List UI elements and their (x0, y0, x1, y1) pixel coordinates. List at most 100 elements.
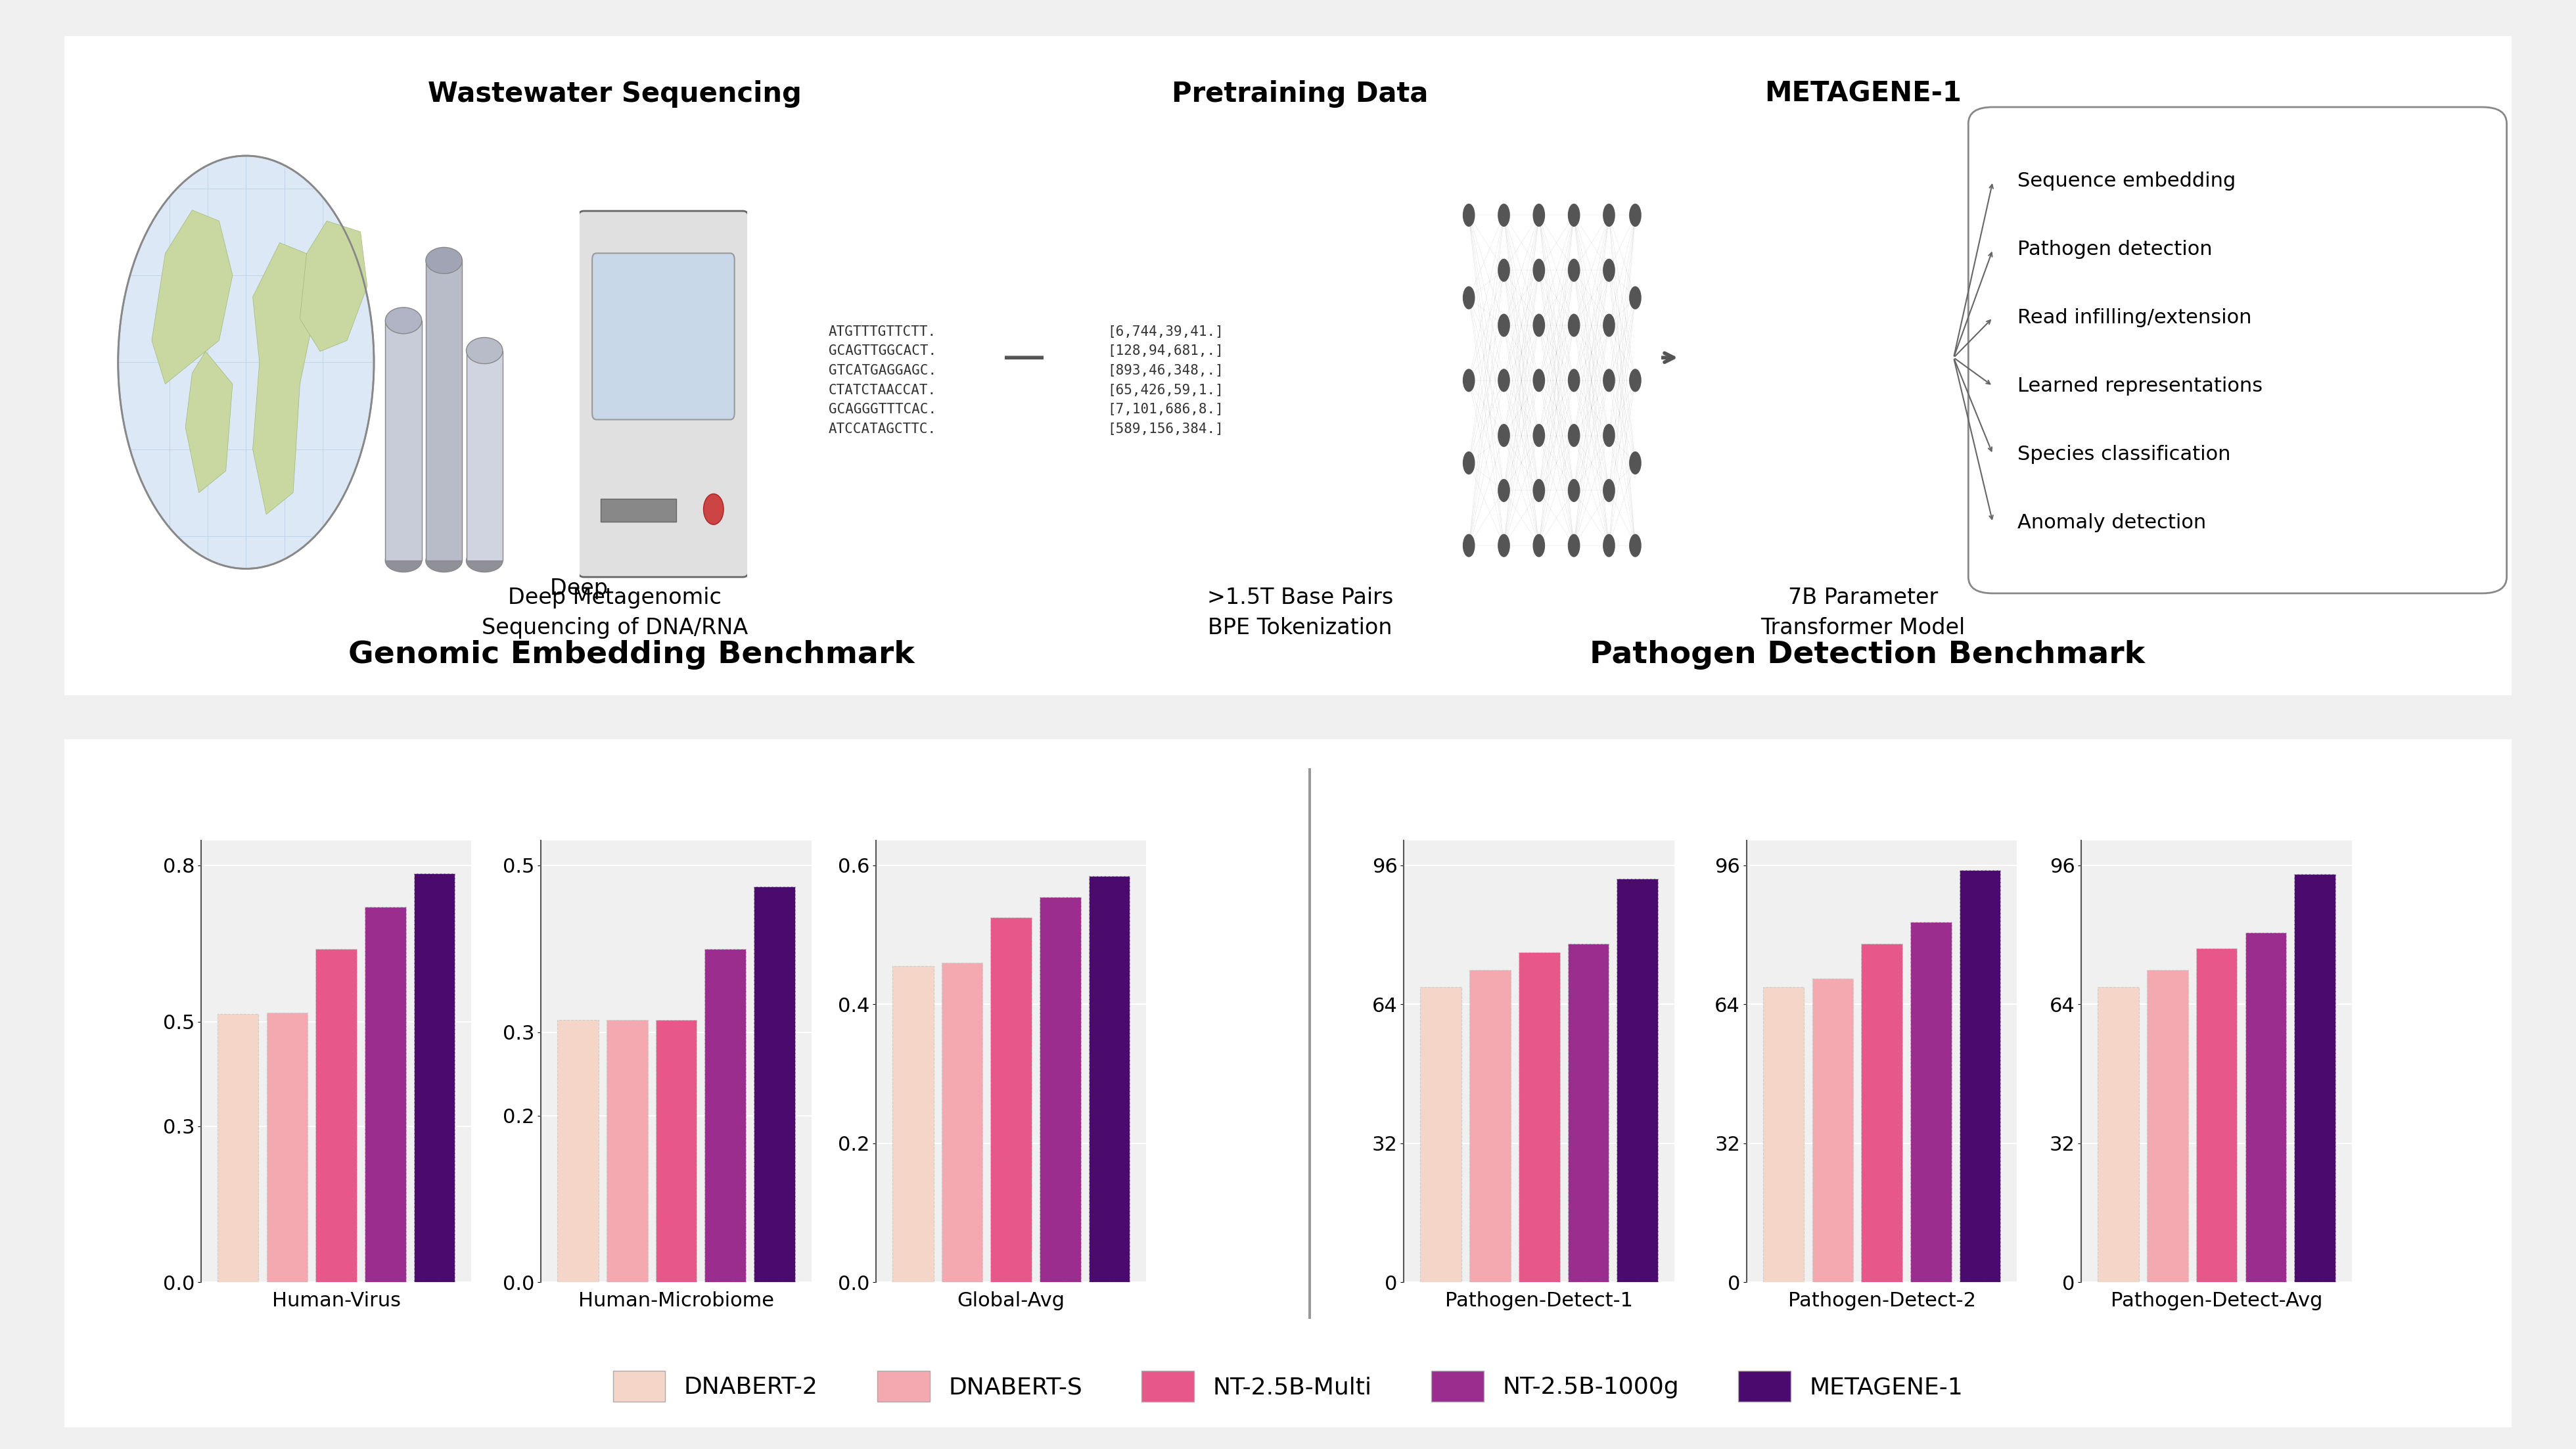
Bar (556, 1020, 598, 1282)
Text: Read infilling/extension: Read infilling/extension (2017, 309, 2251, 327)
Ellipse shape (425, 549, 461, 572)
Circle shape (1497, 259, 1510, 281)
Bar (891, 966, 933, 1282)
Circle shape (1602, 425, 1615, 446)
Bar (415, 874, 456, 1282)
Text: >1.5T Base Pairs
BPE Tokenization: >1.5T Base Pairs BPE Tokenization (1208, 587, 1394, 639)
Circle shape (1497, 314, 1510, 336)
Circle shape (1602, 204, 1615, 226)
Ellipse shape (466, 338, 502, 364)
Circle shape (1497, 425, 1510, 446)
Circle shape (1463, 452, 1476, 474)
Text: [6,744,39,41.]
[128,94,681,.]
[893,46,348,.]
[65,426,59,1.]
[7,101,686,8.]
[589,: [6,744,39,41.] [128,94,681,.] [893,46,34… (1108, 325, 1224, 436)
Circle shape (1569, 204, 1579, 226)
Bar (1960, 869, 2002, 1282)
Bar (1811, 978, 1852, 1282)
Text: Deep Metagenomic
Sequencing of DNA/RNA: Deep Metagenomic Sequencing of DNA/RNA (482, 587, 747, 639)
Bar (1618, 878, 1659, 1282)
Circle shape (1533, 535, 1546, 556)
Bar (386, 320, 422, 561)
Ellipse shape (386, 549, 422, 572)
Circle shape (1497, 369, 1510, 391)
Circle shape (1569, 259, 1579, 281)
Text: Genomic Embedding Benchmark: Genomic Embedding Benchmark (348, 640, 914, 669)
Bar (2097, 987, 2138, 1282)
Polygon shape (185, 352, 232, 493)
Text: ATGTTTGTTCTT.
GCAGTTGGCACT.
GTCATGAGGAGC.
CTATCTAACCAT.
GCAGGGTTTCAC.
ATCCATAGCT: ATGTTTGTTCTT. GCAGTTGGCACT. GTCATGAGGAGC… (829, 325, 935, 436)
Polygon shape (152, 210, 232, 384)
Bar (1569, 943, 1610, 1282)
Text: Pretraining Data: Pretraining Data (1172, 80, 1430, 107)
Circle shape (1569, 535, 1579, 556)
Circle shape (1497, 204, 1510, 226)
Circle shape (1463, 287, 1476, 309)
Circle shape (1569, 314, 1579, 336)
Circle shape (1602, 259, 1615, 281)
FancyBboxPatch shape (1041, 170, 1291, 591)
Bar (1762, 987, 1803, 1282)
Circle shape (1628, 535, 1641, 556)
FancyBboxPatch shape (41, 723, 2537, 1443)
Circle shape (1602, 369, 1615, 391)
Legend: DNABERT-2, DNABERT-S, NT-2.5B-Multi, NT-2.5B-1000g, METAGENE-1: DNABERT-2, DNABERT-S, NT-2.5B-Multi, NT-… (603, 1362, 1973, 1411)
Text: Deep: Deep (551, 578, 616, 600)
Circle shape (1533, 425, 1546, 446)
Bar (755, 887, 796, 1282)
Bar (466, 351, 502, 561)
Bar (992, 917, 1030, 1282)
Circle shape (1463, 369, 1476, 391)
X-axis label: Pathogen-Detect-Avg: Pathogen-Detect-Avg (2110, 1291, 2324, 1310)
Bar (605, 1020, 647, 1282)
Circle shape (1602, 480, 1615, 501)
Text: Sequence embedding: Sequence embedding (2017, 172, 2236, 191)
Circle shape (1628, 369, 1641, 391)
X-axis label: Global-Avg: Global-Avg (958, 1291, 1064, 1310)
Circle shape (1569, 480, 1579, 501)
Bar (1911, 922, 1953, 1282)
Text: 7B Parameter
Transformer Model: 7B Parameter Transformer Model (1762, 587, 1965, 639)
Text: Species classification: Species classification (2017, 445, 2231, 464)
Bar (216, 1014, 258, 1282)
Bar (2295, 874, 2336, 1282)
FancyBboxPatch shape (592, 254, 734, 420)
Text: METAGENE-1: METAGENE-1 (1765, 80, 1960, 107)
FancyBboxPatch shape (1968, 107, 2506, 593)
Text: Learned representations: Learned representations (2017, 377, 2262, 396)
Circle shape (1533, 204, 1546, 226)
FancyBboxPatch shape (1440, 170, 1664, 591)
Bar (1520, 952, 1558, 1282)
Text: Pathogen Detection Benchmark: Pathogen Detection Benchmark (1589, 640, 2146, 669)
X-axis label: Human-Microbiome: Human-Microbiome (577, 1291, 775, 1310)
Bar (657, 1020, 696, 1282)
Bar (940, 962, 981, 1282)
Ellipse shape (466, 549, 502, 572)
Circle shape (1569, 425, 1579, 446)
Circle shape (1628, 452, 1641, 474)
Bar (706, 949, 747, 1282)
FancyBboxPatch shape (757, 170, 1007, 591)
Circle shape (1628, 204, 1641, 226)
Bar (2197, 948, 2236, 1282)
Bar (1862, 943, 1901, 1282)
X-axis label: Pathogen-Detect-1: Pathogen-Detect-1 (1445, 1291, 1633, 1310)
Ellipse shape (425, 248, 461, 274)
Bar (425, 261, 461, 561)
Bar (317, 949, 355, 1282)
Circle shape (1628, 287, 1641, 309)
Circle shape (1602, 314, 1615, 336)
Polygon shape (299, 220, 368, 352)
Text: Wastewater Sequencing: Wastewater Sequencing (428, 80, 801, 107)
Circle shape (118, 155, 374, 568)
Circle shape (1533, 259, 1546, 281)
Circle shape (1463, 204, 1476, 226)
Text: Anomaly detection: Anomaly detection (2017, 513, 2205, 532)
Bar (265, 1013, 307, 1282)
FancyBboxPatch shape (577, 212, 750, 577)
Polygon shape (252, 242, 314, 514)
Text: Pathogen detection: Pathogen detection (2017, 241, 2213, 259)
Bar (2146, 969, 2187, 1282)
Bar (1090, 875, 1131, 1282)
Circle shape (1533, 369, 1546, 391)
Circle shape (1602, 535, 1615, 556)
X-axis label: Pathogen-Detect-2: Pathogen-Detect-2 (1788, 1291, 1976, 1310)
